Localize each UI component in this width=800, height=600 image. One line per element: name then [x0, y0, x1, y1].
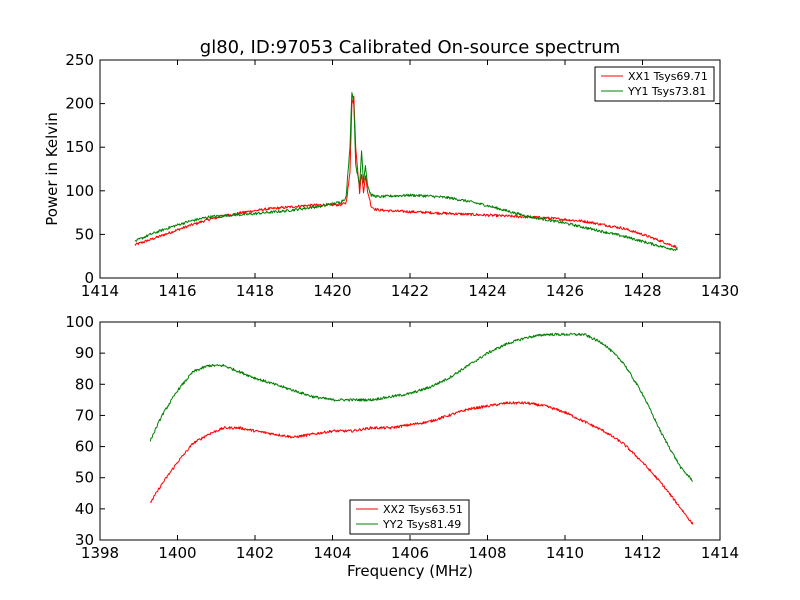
- bottom-y-tick-label: 30: [75, 531, 94, 549]
- bottom-y-tick-label: 50: [75, 469, 94, 487]
- bottom-y-tick-label: 40: [75, 500, 94, 518]
- bottom-x-tick-label: 1404: [313, 544, 351, 562]
- top-series-line-1: [134, 92, 678, 251]
- top-y-tick-label: 200: [65, 95, 94, 113]
- top-x-tick-label: 1424: [468, 282, 506, 300]
- bottom-legend-box: [349, 499, 470, 535]
- top-x-tick-label: 1428: [623, 282, 661, 300]
- bottom-y-tick-label: 80: [75, 375, 94, 393]
- bottom-y-tick-label: 60: [75, 438, 94, 456]
- bottom-x-tick-label: 1410: [546, 544, 584, 562]
- bottom-panel: 1398 1400 1402 1404 1406 1408 1410 1412 1414 30 40…: [65, 313, 739, 580]
- bottom-y-tick-label: 70: [75, 406, 94, 424]
- legend-label-xx2: XX2 Tsys63.51: [383, 503, 463, 516]
- bottom-x-tick-label: 1412: [623, 544, 661, 562]
- top-chart-title: gl80, ID:97053 Calibrated On-source spec…: [200, 37, 620, 58]
- bottom-x-tick-label: 1400: [158, 544, 196, 562]
- top-x-tick-label: 1416: [158, 282, 196, 300]
- bottom-x-axis-label: Frequency (MHz): [347, 562, 473, 580]
- bottom-x-tick-label: 1408: [468, 544, 506, 562]
- top-axis-ticks: 1414 1416 1418 1420 1422 1424 1426 1428 1430 0 50 1…: [65, 51, 739, 300]
- top-x-tick-label: 1422: [391, 282, 429, 300]
- top-y-axis-label: Power in Kelvin: [43, 112, 61, 226]
- bottom-y-tick-label: 90: [75, 344, 94, 362]
- legend-label-xx1: XX1 Tsys69.71: [628, 70, 708, 83]
- bottom-series-line-0: [149, 401, 694, 525]
- top-x-tick-label: 1418: [236, 282, 274, 300]
- top-legend: XX1 Tsys69.71 YY1 Tsys73.81: [594, 66, 715, 102]
- top-panel: gl80, ID:97053 Calibrated On-source spec…: [43, 37, 739, 300]
- top-y-tick-label: 0: [84, 269, 94, 287]
- bottom-x-tick-label: 1406: [391, 544, 429, 562]
- top-y-tick-label: 50: [75, 225, 94, 243]
- top-x-tick-label: 1414: [81, 282, 119, 300]
- top-x-tick-label: 1426: [546, 282, 584, 300]
- legend-label-yy2: YY2 Tsys81.49: [382, 518, 461, 531]
- top-y-tick-label: 150: [65, 138, 94, 156]
- top-legend-box: [594, 66, 715, 102]
- top-y-tick-label: 100: [65, 182, 94, 200]
- bottom-axis-ticks: 1398 1400 1402 1404 1406 1408 1410 1412 1414 30 40…: [65, 313, 739, 562]
- legend-label-yy1: YY1 Tsys73.81: [627, 85, 706, 98]
- bottom-x-tick-label: 1414: [701, 544, 739, 562]
- top-data-lines: [134, 92, 678, 251]
- bottom-legend: XX2 Tsys63.51 YY2 Tsys81.49: [349, 499, 470, 535]
- bottom-y-tick-label: 100: [65, 313, 94, 331]
- top-x-tick-label: 1420: [313, 282, 351, 300]
- top-y-tick-label: 250: [65, 51, 94, 69]
- bottom-x-tick-label: 1402: [236, 544, 274, 562]
- top-x-tick-label: 1430: [701, 282, 739, 300]
- bottom-data-lines: [149, 332, 694, 525]
- bottom-x-tick-label: 1398: [81, 544, 119, 562]
- bottom-series-line-1: [149, 332, 694, 482]
